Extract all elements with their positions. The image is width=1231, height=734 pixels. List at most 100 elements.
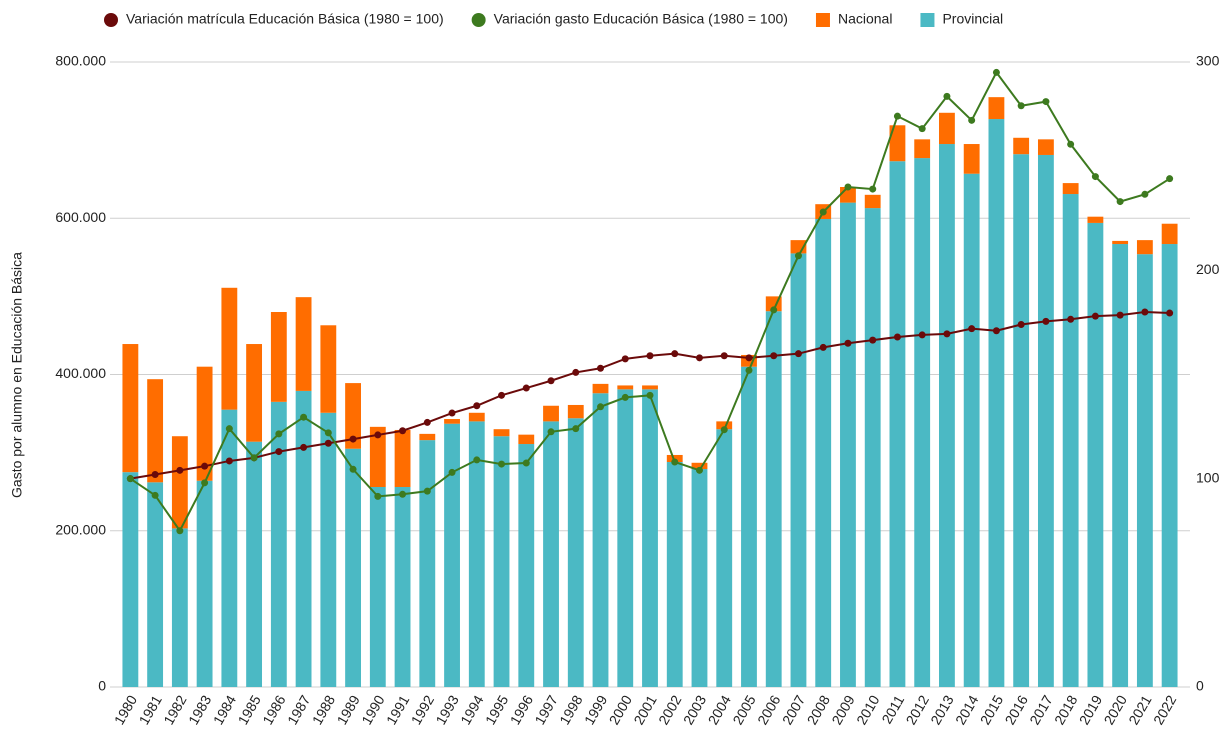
point bbox=[275, 430, 283, 438]
legend-label: Nacional bbox=[838, 11, 892, 27]
bar bbox=[246, 441, 263, 687]
bar bbox=[716, 429, 733, 687]
legend-marker bbox=[471, 13, 486, 27]
bar bbox=[1062, 194, 1079, 687]
x-tick-label: 1996 bbox=[507, 692, 537, 727]
x-tick-label: 2017 bbox=[1026, 692, 1056, 727]
point bbox=[695, 466, 703, 474]
point bbox=[498, 460, 506, 468]
y2-tick-label: 0 bbox=[1196, 678, 1204, 694]
point bbox=[992, 68, 1000, 76]
bar bbox=[270, 312, 287, 402]
x-tick-label: 2000 bbox=[606, 692, 636, 727]
x-tick-label: 2015 bbox=[977, 692, 1007, 727]
point bbox=[250, 454, 258, 462]
bar bbox=[716, 421, 733, 430]
bar bbox=[345, 383, 361, 449]
bar bbox=[493, 429, 510, 437]
bar bbox=[196, 366, 213, 481]
bar bbox=[295, 297, 312, 391]
x-tick-label: 1990 bbox=[358, 692, 388, 727]
point bbox=[918, 331, 926, 339]
point bbox=[300, 413, 308, 421]
bar bbox=[394, 487, 411, 687]
bar bbox=[295, 390, 312, 687]
bar bbox=[468, 412, 485, 422]
point bbox=[745, 366, 753, 374]
x-tick-label: 2004 bbox=[705, 692, 735, 727]
bar bbox=[939, 112, 955, 145]
bar bbox=[394, 429, 411, 487]
x-tick-label: 1989 bbox=[333, 692, 363, 727]
y-tick-label: 0 bbox=[98, 678, 106, 694]
bar bbox=[369, 426, 386, 487]
point bbox=[1091, 312, 1099, 320]
bar bbox=[1112, 240, 1129, 245]
bar bbox=[914, 158, 931, 687]
point bbox=[1116, 311, 1124, 319]
point bbox=[126, 475, 134, 483]
point bbox=[1141, 190, 1149, 198]
x-tick-label: 2021 bbox=[1125, 692, 1155, 727]
point bbox=[473, 402, 481, 410]
bar bbox=[543, 405, 559, 422]
x-tick-label: 2019 bbox=[1076, 692, 1106, 727]
point bbox=[992, 327, 1000, 335]
x-tick-label: 2010 bbox=[853, 692, 883, 727]
x-tick-label: 2001 bbox=[630, 692, 660, 727]
point bbox=[151, 471, 159, 478]
point bbox=[448, 468, 456, 476]
x-tick-label: 2011 bbox=[878, 692, 907, 726]
bar bbox=[864, 208, 881, 687]
x-tick-label: 1985 bbox=[234, 692, 264, 727]
point bbox=[968, 116, 976, 124]
legend-label: Variación matrícula Educación Básica (19… bbox=[126, 11, 444, 27]
point bbox=[1067, 140, 1075, 148]
bar bbox=[122, 344, 139, 473]
point bbox=[1116, 198, 1124, 206]
y-tick-label: 600.000 bbox=[55, 209, 106, 225]
point bbox=[349, 465, 357, 473]
point bbox=[943, 330, 951, 338]
y2-tick-label: 200 bbox=[1196, 261, 1220, 277]
x-tick-label: 1998 bbox=[556, 692, 586, 727]
bar bbox=[889, 161, 906, 687]
point bbox=[695, 354, 703, 362]
point bbox=[547, 428, 555, 436]
point bbox=[819, 343, 827, 351]
point bbox=[423, 487, 431, 495]
bar bbox=[196, 480, 213, 687]
bar bbox=[1013, 154, 1030, 687]
bar bbox=[171, 436, 188, 529]
x-tick-label: 2007 bbox=[779, 692, 809, 727]
bar bbox=[518, 434, 535, 445]
bar bbox=[691, 462, 708, 470]
x-tick-label: 1992 bbox=[408, 692, 438, 727]
point bbox=[770, 352, 778, 360]
point bbox=[671, 458, 679, 466]
point bbox=[869, 185, 877, 193]
point bbox=[1017, 102, 1025, 110]
bar bbox=[345, 448, 361, 687]
point bbox=[300, 443, 308, 451]
point bbox=[819, 208, 827, 216]
point bbox=[671, 350, 679, 358]
x-tick-label: 1999 bbox=[581, 692, 611, 727]
point bbox=[720, 426, 728, 434]
legend-marker bbox=[920, 13, 935, 27]
bar bbox=[840, 202, 856, 687]
point bbox=[646, 352, 654, 360]
x-tick-label: 2013 bbox=[927, 692, 957, 727]
point bbox=[473, 456, 481, 464]
point bbox=[547, 377, 555, 385]
x-tick-label: 2006 bbox=[754, 692, 784, 727]
point bbox=[893, 112, 901, 120]
bar bbox=[592, 393, 609, 687]
bar bbox=[493, 436, 510, 687]
x-tick-label: 2012 bbox=[903, 692, 933, 727]
point bbox=[176, 527, 184, 535]
point bbox=[943, 92, 951, 100]
x-tick-label: 2016 bbox=[1002, 692, 1032, 727]
point bbox=[201, 462, 209, 470]
x-tick-label: 2022 bbox=[1150, 692, 1180, 727]
